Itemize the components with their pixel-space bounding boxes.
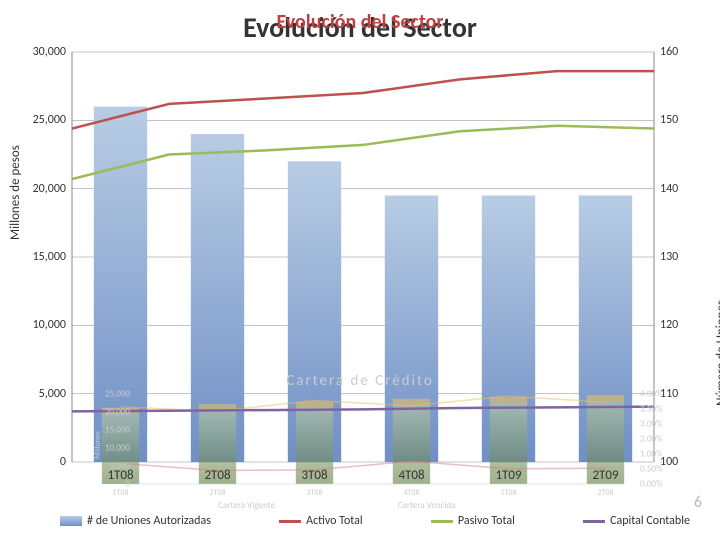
y-right-tick: 160 [660, 45, 700, 59]
chart-container: Evolución del Sector Evolución del Secto… [0, 0, 720, 540]
ghost-legend-item: Cartera Vencida [398, 500, 456, 511]
ghost-r-tick: 0.00% [640, 479, 662, 490]
ghost-y-left-label: Millones [93, 431, 103, 459]
ghost-l-tick: 5,000 [100, 461, 130, 472]
ghost-x-tick: 2T08 [597, 488, 613, 498]
ghost-r-tick: 4.00% [640, 389, 662, 400]
ghost-l-tick: 10,000 [100, 443, 130, 454]
x-tick: 3T08 [301, 468, 327, 483]
legend-label: Capital Contable [610, 514, 690, 528]
ghost-r-tick: 1.00% [640, 449, 662, 460]
y-right-tick: 150 [660, 113, 700, 127]
legend: # de Uniones Autorizadas Activo Total Pasi… [60, 514, 690, 528]
y-right-tick: 100 [660, 455, 700, 469]
page-number: 6 [694, 493, 702, 512]
y-left-tick: 15,000 [16, 250, 66, 264]
chart-svg [0, 0, 720, 540]
legend-item: Pasivo Total [431, 514, 515, 528]
y-left-tick: 0 [16, 455, 66, 469]
legend-label: # de Uniones Autorizadas [87, 514, 211, 528]
ghost-x-tick: 1T08 [500, 488, 516, 498]
x-tick: 1T09 [495, 468, 521, 483]
legend-label: Activo Total [306, 514, 363, 528]
y-left-tick: 10,000 [16, 318, 66, 332]
legend-item: # de Uniones Autorizadas [60, 514, 211, 528]
ghost-r-tick: 0.50% [640, 464, 662, 475]
legend-swatch-bar [60, 516, 82, 526]
ghost-x-tick: 4T08 [403, 488, 419, 498]
x-tick: 2T08 [204, 468, 230, 483]
y-left-tick: 30,000 [16, 45, 66, 59]
y-left-tick: 20,000 [16, 182, 66, 196]
ghost-x-tick: 1T08 [112, 488, 128, 498]
ghost-l-tick: 15,000 [100, 425, 130, 436]
ghost-r-tick: 3.00% [640, 419, 662, 430]
legend-swatch-line [279, 520, 301, 523]
ghost-x-tick: 3T08 [306, 488, 322, 498]
y-right-tick: 140 [660, 182, 700, 196]
legend-swatch-line [431, 520, 453, 523]
legend-label: Pasivo Total [458, 514, 515, 528]
ghost-chart-title: Cartera de Crédito [0, 372, 720, 390]
ghost-r-tick: 2.00% [640, 434, 662, 445]
ghost-r-tick: 3.50% [640, 404, 662, 415]
ghost-l-tick: 25,000 [100, 389, 130, 400]
legend-item: Activo Total [279, 514, 363, 528]
y-right-tick: 130 [660, 250, 700, 264]
ghost-legend-item: Cartera Vigente [218, 500, 275, 511]
y-left-tick: 25,000 [16, 113, 66, 127]
ghost-l-tick: 20,000 [100, 407, 130, 418]
y-right-tick: 120 [660, 318, 700, 332]
x-tick: 4T08 [398, 468, 424, 483]
x-tick: 2T09 [592, 468, 618, 483]
ghost-x-tick: 2T08 [209, 488, 225, 498]
legend-swatch-line [583, 520, 605, 523]
legend-item: Capital Contable [583, 514, 690, 528]
